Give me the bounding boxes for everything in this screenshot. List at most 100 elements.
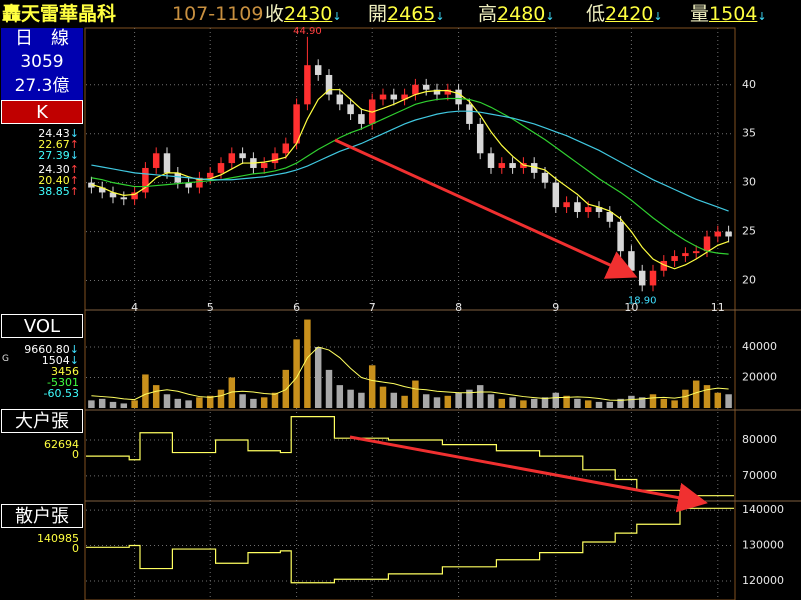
candle-body (185, 182, 192, 188)
readout-arrow: ↑ (69, 163, 79, 176)
candle-body (282, 143, 290, 154)
volume-bar (552, 392, 560, 408)
volume-bar (509, 397, 516, 408)
y-tick-label: 140000 (742, 503, 784, 516)
x-tick-label: 8 (455, 301, 462, 314)
readout-value: 9660.80 (24, 343, 70, 356)
candle-body (725, 231, 732, 237)
volume-bar (88, 400, 95, 408)
period: 日 線 (15, 28, 69, 49)
quote: 高2480↓ (478, 0, 555, 31)
readout: 20.40↑ (38, 175, 79, 186)
candle-body (466, 104, 473, 124)
readout-value: 1504 (41, 354, 70, 367)
volume-bar (433, 397, 441, 408)
volume-bar (379, 386, 387, 408)
candle-body (703, 236, 711, 252)
volume-bar (174, 398, 182, 408)
volume-bar (682, 389, 689, 408)
quote: 量1504↓ (690, 0, 767, 31)
quote-label: 收 (265, 3, 285, 25)
volume-bar (336, 385, 344, 408)
quote-label: 開 (368, 3, 388, 25)
candle-body (476, 123, 484, 154)
candle-body (606, 212, 614, 222)
low-label: 18.90 (628, 295, 657, 306)
readout-value: 27.39 (38, 149, 70, 162)
candle-body (239, 153, 246, 159)
candle-body (271, 153, 279, 164)
volume-bar (163, 394, 171, 408)
x-tick-label: 6 (293, 301, 300, 314)
readout-value: 22.67 (38, 138, 70, 151)
candle-body (487, 153, 495, 168)
candle-body (444, 89, 452, 95)
volume-bar (325, 369, 333, 408)
candle-body (671, 256, 678, 261)
volume-bar (217, 389, 225, 408)
candle-body (692, 251, 700, 254)
volume-bar (347, 389, 354, 408)
volume-bar (412, 380, 419, 408)
x-tick-label: 9 (552, 301, 559, 314)
candle-body (358, 114, 365, 124)
volume-bar (260, 397, 268, 408)
volume-bar (444, 395, 452, 408)
candle-body (228, 153, 236, 164)
quote-label: 量 (690, 3, 710, 25)
volume-bar (520, 400, 527, 408)
volume-bar (671, 400, 678, 408)
candle-body (422, 84, 430, 90)
volume-bar (595, 401, 603, 408)
candle-body (120, 197, 128, 200)
stock-name: 轟天雷華晶科 (2, 3, 117, 25)
volume-bar (206, 395, 214, 408)
volume-bar (466, 389, 473, 408)
candle-body (509, 163, 516, 168)
volume-bar (304, 319, 311, 408)
x-tick-label: 4 (131, 301, 138, 314)
amount: 27.3億 (14, 76, 70, 96)
readout-value: 140985 (37, 532, 79, 545)
moving-average (91, 89, 729, 270)
candle-body (682, 253, 689, 257)
bar-count: 3059 (20, 52, 64, 72)
candle-body (217, 163, 225, 173)
candle-body (379, 94, 387, 100)
volume-bar (455, 392, 462, 408)
panel-label: 大户張 (1, 409, 83, 433)
sidebar: 日 線 3059 27.3億 K 24.43↓ 22.67↑ 27.39↓ 24.30↑… (0, 28, 85, 600)
volume-bar (282, 369, 290, 408)
y-tick-label: 20000 (742, 371, 777, 384)
candle-body (314, 65, 322, 75)
quote: 開2465↓ (368, 0, 445, 31)
candle-body (530, 163, 538, 173)
quote: 收2430↓ (265, 0, 342, 31)
candle-body (595, 207, 603, 213)
candle-body (304, 65, 311, 105)
readout-value: 38.85 (38, 185, 70, 198)
candle-body (98, 187, 106, 193)
quote-value: 2430 (284, 3, 333, 25)
volume-bar (584, 400, 592, 408)
y-tick-label: 80000 (742, 433, 777, 446)
candle-body (347, 104, 354, 115)
volume-bar (703, 385, 711, 408)
high-label: 44.90 (293, 26, 322, 37)
volume-bar (692, 380, 700, 408)
x-tick-label: 11 (711, 301, 725, 314)
volume-bar (530, 398, 538, 408)
candle-body (152, 153, 160, 168)
readout: 22.67↑ (38, 139, 79, 150)
volume-bar (541, 397, 549, 408)
holder-line (86, 507, 734, 584)
volume-bar (574, 398, 581, 408)
readout: -5301 (47, 377, 79, 388)
y-tick-label: 40 (742, 78, 756, 91)
stock-code: 107-1109 (172, 3, 264, 25)
trend-arrow (334, 138, 638, 279)
volume-bar (368, 365, 376, 408)
candle-body (660, 260, 668, 271)
